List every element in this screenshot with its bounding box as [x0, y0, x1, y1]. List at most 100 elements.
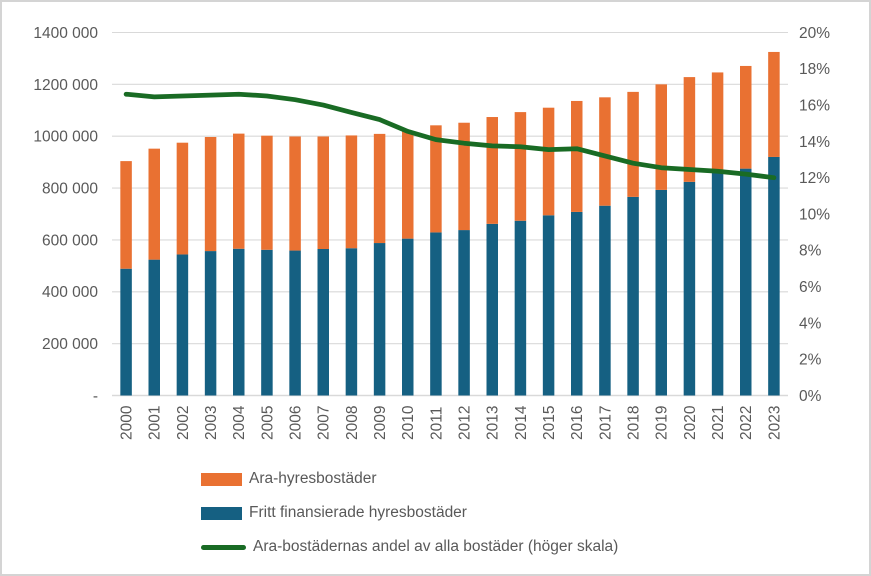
bar-fritt-2020	[683, 181, 696, 396]
bar-fritt-2014	[514, 220, 527, 396]
bar-fritt-2006	[289, 250, 301, 396]
x-tick-label-2014: 2014	[513, 405, 530, 440]
bar-fritt-2013	[486, 223, 498, 396]
bar-ara-2008	[345, 135, 358, 249]
bar-fritt-2001	[148, 259, 160, 396]
bar-ara-2013	[486, 117, 498, 224]
bar-fritt-2019	[655, 189, 667, 396]
x-tick-label-2011: 2011	[428, 407, 445, 440]
x-tick-label-2008: 2008	[344, 406, 361, 440]
bar-ara-2004	[233, 133, 245, 249]
right-tick-label: 20%	[799, 25, 830, 42]
bar-ara-2017	[599, 97, 611, 206]
bar-fritt-2002	[176, 254, 189, 396]
left-axis-tick-labels: - 200 000 400 000 600 000 800 000 1000 000 120…	[33, 25, 98, 405]
bar-ara-2019	[655, 84, 667, 190]
legend-item-ara-hyresbostader: Ara-hyresbostäder	[201, 470, 377, 487]
x-tick-label-2010: 2010	[400, 405, 417, 440]
right-tick-label: 6%	[799, 279, 822, 296]
bar-fritt-2004	[233, 248, 245, 396]
bar-ara-2003	[204, 136, 217, 252]
bar-ara-2005	[261, 135, 273, 250]
bar-fritt-2021	[711, 170, 724, 396]
bar-ara-2007	[317, 136, 329, 250]
bar-ara-2014	[514, 112, 527, 221]
right-tick-label: 18%	[799, 61, 830, 78]
bar-fritt-2005	[261, 249, 273, 396]
x-axis-category-labels: 2000 2001 2002 2003 2004 2005 2006 2007 2008 2009…	[119, 405, 784, 440]
x-tick-label-2013: 2013	[485, 406, 502, 440]
left-tick-label: 800 000	[42, 180, 98, 197]
x-tick-label-2003: 2003	[203, 406, 220, 440]
left-tick-label: 400 000	[42, 284, 98, 301]
bar-fritt-2011	[430, 232, 442, 396]
x-tick-label-2001: 2001	[147, 406, 164, 440]
bar-ara-2020	[683, 77, 696, 182]
right-tick-label: 14%	[799, 134, 830, 151]
x-tick-label-2022: 2022	[738, 406, 755, 440]
right-tick-label: 2%	[799, 352, 822, 369]
left-tick-label: 600 000	[42, 232, 98, 249]
bar-fritt-2000	[120, 268, 132, 396]
bar-ara-2009	[373, 133, 386, 244]
x-tick-label-2018: 2018	[626, 406, 643, 440]
bar-ara-2016	[571, 100, 583, 212]
x-tick-label-2005: 2005	[259, 406, 276, 440]
bar-ara-2023	[768, 51, 780, 157]
bar-fritt-2022	[740, 168, 752, 396]
bar-ara-2000	[120, 161, 132, 269]
bar-ara-2015	[542, 107, 555, 216]
bar-ara-2011	[430, 125, 442, 233]
bar-fritt-2016	[571, 211, 583, 396]
x-tick-label-2009: 2009	[372, 406, 389, 440]
left-tick-label: 200 000	[42, 336, 98, 353]
legend-swatch-fritt-bar	[201, 506, 242, 520]
bar-ara-2022	[740, 65, 752, 169]
right-tick-label: 10%	[799, 206, 830, 223]
x-tick-label-2017: 2017	[597, 406, 614, 440]
right-tick-label: 8%	[799, 243, 822, 260]
legend-swatch-ara-bar	[201, 472, 242, 486]
legend-item-ara-andel: Ara-bostädernas andel av alla bostäder (…	[201, 538, 619, 555]
line-ara-share	[123, 91, 777, 181]
x-tick-label-2015: 2015	[541, 406, 558, 440]
bar-ara-2002	[176, 142, 189, 255]
legend-label-ara: Ara-hyresbostäder	[249, 470, 377, 487]
left-tick-label: 1000 000	[33, 129, 98, 146]
x-tick-label-2007: 2007	[316, 406, 333, 440]
legend-item-fritt-finansierade: Fritt finansierade hyresbostäder	[201, 504, 467, 521]
gridlines	[112, 31, 788, 397]
bar-fritt-2010	[402, 238, 414, 396]
bar-ara-2001	[148, 148, 160, 260]
bar-fritt-2007	[317, 249, 329, 396]
right-tick-label: 4%	[799, 315, 822, 332]
legend-label-share: Ara-bostädernas andel av alla bostäder (…	[253, 538, 619, 555]
bar-series	[120, 51, 780, 396]
x-tick-label-2012: 2012	[457, 406, 474, 440]
combo-chart-canvas: - 200 000 400 000 600 000 800 000 1000 000 120…	[33, 25, 830, 440]
left-tick-label: 1200 000	[33, 77, 98, 94]
bar-fritt-2009	[373, 243, 386, 396]
bar-ara-2006	[289, 136, 301, 251]
bar-fritt-2003	[204, 251, 217, 396]
x-tick-label-2016: 2016	[569, 406, 586, 440]
legend-swatch-share-line	[201, 544, 246, 550]
x-tick-label-2004: 2004	[231, 405, 248, 440]
x-tick-label-2020: 2020	[682, 405, 699, 440]
right-tick-label: 0%	[799, 388, 822, 405]
right-tick-label: 16%	[799, 98, 830, 115]
bar-fritt-2018	[627, 196, 639, 396]
x-tick-label-2021: 2021	[710, 406, 727, 440]
bar-fritt-2023	[768, 156, 780, 396]
left-tick-label: 1400 000	[33, 25, 98, 42]
bar-fritt-2017	[599, 205, 611, 396]
x-tick-label-2000: 2000	[119, 405, 136, 440]
x-tick-label-2023: 2023	[766, 406, 783, 440]
legend-label-fritt: Fritt finansierade hyresbostäder	[249, 504, 467, 521]
bar-ara-2018	[627, 91, 639, 197]
right-tick-label: 12%	[799, 170, 830, 187]
bar-ara-2021	[711, 72, 724, 171]
x-tick-label-2006: 2006	[288, 406, 305, 440]
bar-ara-2012	[458, 122, 470, 231]
